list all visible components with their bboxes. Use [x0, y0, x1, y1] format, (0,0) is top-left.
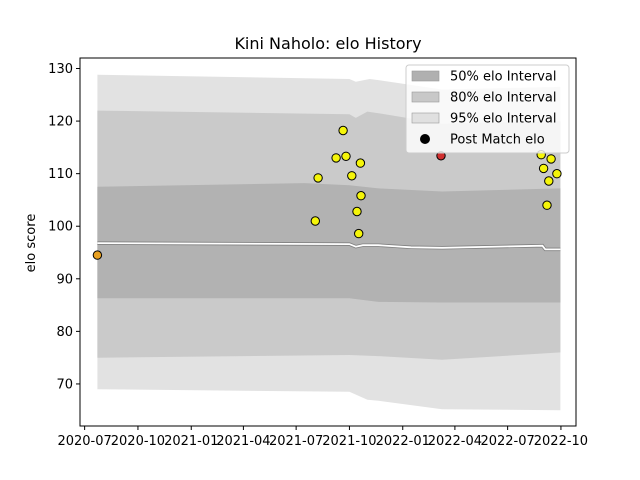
post-match-point	[313, 173, 323, 183]
x-tick-label: 2020-10	[111, 434, 165, 449]
post-match-point	[354, 228, 364, 239]
post-match-point	[347, 171, 357, 181]
post-match-point	[538, 163, 549, 174]
y-tick-label: 130	[48, 62, 73, 77]
axes: 7080901001101201302020-072020-102021-012…	[48, 57, 588, 449]
post-match-point	[92, 250, 103, 260]
post-match-point	[310, 216, 320, 226]
post-match-point	[544, 176, 554, 186]
post-match-point	[356, 191, 366, 201]
post-match-point	[552, 169, 562, 179]
x-tick-label: 2021-07	[269, 434, 323, 449]
legend-marker	[420, 134, 430, 144]
y-tick-label: 100	[48, 220, 73, 235]
legend: 50% elo Interval 80% elo Interval 95% elo …	[405, 64, 570, 154]
chart-title: Kini Naholo: elo History	[234, 34, 421, 53]
legend-swatch	[411, 112, 440, 124]
y-tick-label: 70	[56, 377, 73, 392]
post-match-point	[352, 206, 362, 217]
post-match-point	[338, 125, 348, 136]
x-tick-label: 2022-04	[428, 434, 482, 449]
x-tick-label: 2021-01	[164, 434, 218, 449]
post-match-point	[341, 151, 351, 162]
legend-swatch	[411, 91, 440, 103]
legend-box	[405, 64, 570, 154]
x-tick-label: 2020-07	[57, 434, 111, 449]
post-match-point	[331, 153, 341, 163]
legend-label: 80% elo Interval	[450, 91, 557, 106]
post-match-point	[355, 158, 366, 168]
y-tick-label: 110	[48, 167, 73, 182]
x-tick-label: 2021-10	[322, 434, 376, 449]
post-match-points	[92, 125, 562, 260]
x-tick-label: 2021-04	[216, 434, 270, 449]
mean-line	[97, 242, 561, 251]
plot-frame	[79, 57, 577, 427]
post-match-point	[542, 200, 552, 210]
x-tick-label: 2022-10	[534, 434, 588, 449]
post-match-point	[546, 154, 556, 164]
x-tick-label: 2022-01	[376, 434, 430, 449]
legend-swatch	[411, 70, 440, 82]
legend-label: 50% elo Interval	[450, 70, 557, 85]
y-axis-label: elo score	[24, 214, 39, 273]
y-tick-label: 80	[56, 325, 73, 340]
legend-label: Post Match elo	[450, 133, 545, 148]
mean-elo-line	[97, 241, 561, 252]
y-tick-label: 90	[56, 272, 73, 287]
legend-label: 95% elo Interval	[450, 112, 557, 127]
y-tick-label: 120	[48, 115, 73, 130]
x-tick-label: 2022-07	[480, 434, 534, 449]
